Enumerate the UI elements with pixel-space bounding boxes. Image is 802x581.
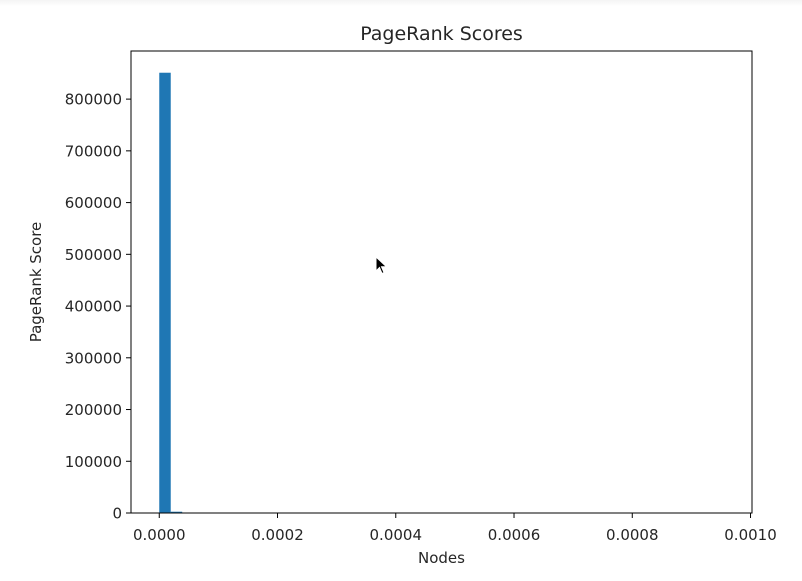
y-tick-label: 300000 [65,349,122,367]
mouse-cursor-icon [375,256,388,275]
x-tick-label: 0.0004 [370,526,423,544]
top-edge-strip [0,0,802,6]
x-axis: 0.0000 0.0002 0.0004 0.0006 0.0008 0.0010 [133,513,777,544]
y-axis-label: PageRank Score [27,222,45,343]
x-tick-label: 0.0000 [133,526,186,544]
y-axis: 0 100000 200000 300000 400000 500000 600000 700… [65,91,131,523]
x-axis-label: Nodes [418,549,465,567]
x-tick-label: 0.0006 [488,526,541,544]
y-tick-label: 700000 [65,142,122,160]
chart-title: PageRank Scores [360,23,523,45]
histogram-bar-0 [159,72,171,513]
x-tick-label: 0.0010 [724,526,777,544]
histogram-bar-1 [170,511,183,513]
y-tick-label: 600000 [65,194,122,212]
y-tick-label: 0 [112,505,122,523]
x-tick-label: 0.0002 [251,526,304,544]
y-tick-label: 800000 [65,91,122,109]
x-tick-label: 0.0008 [606,526,659,544]
y-tick-label: 400000 [65,298,122,316]
y-tick-label: 200000 [65,401,122,419]
y-tick-label: 100000 [65,453,122,471]
plot-area-frame [130,50,753,514]
y-tick-label: 500000 [65,246,122,264]
